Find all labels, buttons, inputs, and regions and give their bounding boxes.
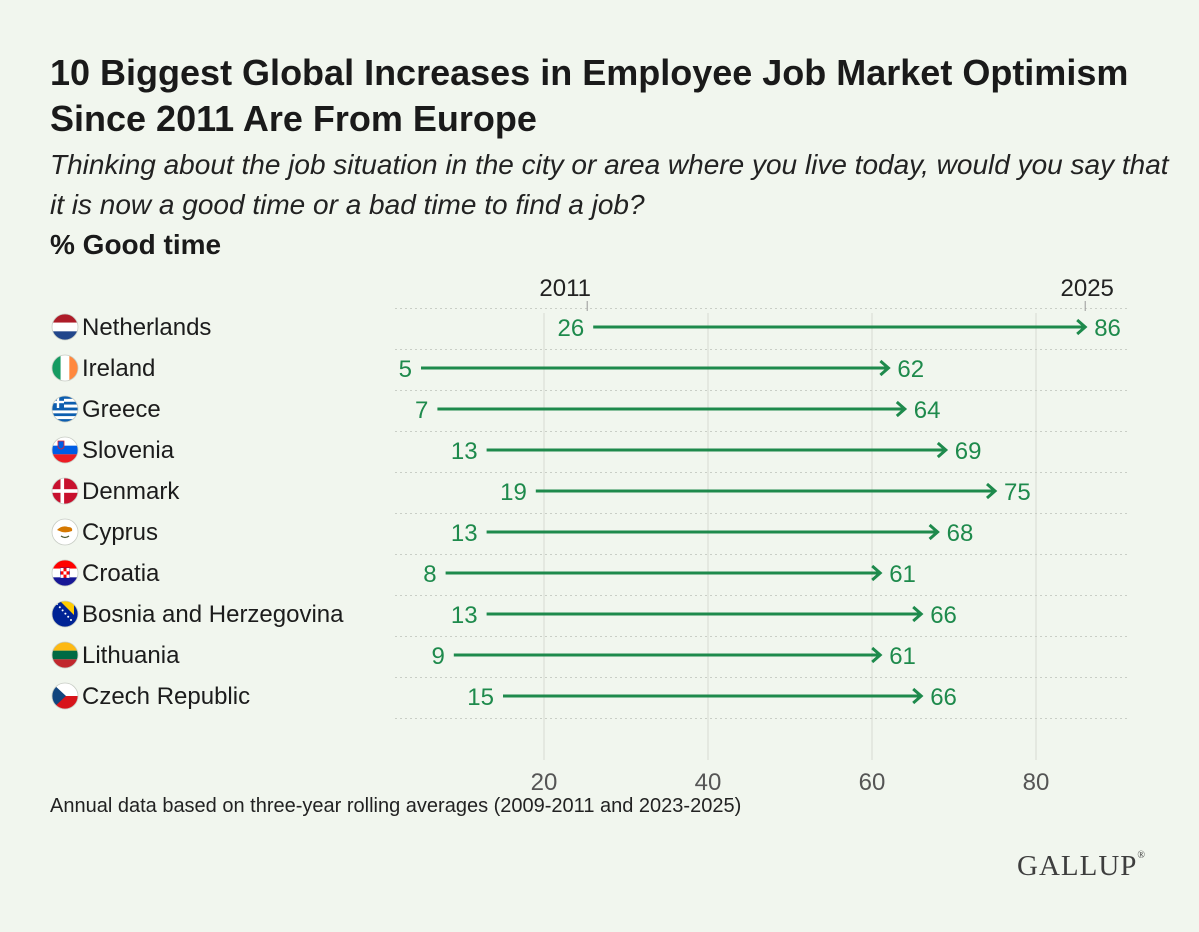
x-tick-label: 40 — [695, 769, 722, 796]
lithuania-flag-icon — [51, 641, 79, 669]
start-value-label: 13 — [451, 602, 478, 629]
start-value-label: 9 — [431, 643, 444, 670]
start-value-label: 26 — [557, 315, 584, 342]
end-value-label: 66 — [930, 684, 957, 711]
row-label: Czech Republic — [82, 683, 250, 710]
netherlands-flag-icon — [51, 313, 79, 341]
arrow-head — [879, 359, 891, 377]
chart-subtitle: Thinking about the job situation in the … — [50, 149, 1169, 220]
slovenia-flag-icon — [51, 436, 79, 464]
chart-title: 10 Biggest Global Increases in Employee … — [50, 52, 1129, 139]
end-value-label: 61 — [889, 643, 916, 670]
row-label: Croatia — [82, 560, 160, 587]
end-value-label: 62 — [897, 356, 924, 383]
row-label: Netherlands — [82, 314, 211, 341]
denmark-flag-icon — [51, 477, 79, 505]
start-year-label: 2011 — [539, 275, 591, 302]
czech-flag-icon — [51, 682, 79, 710]
start-value-label: 13 — [451, 438, 478, 465]
footnote: Annual data based on three-year rolling … — [50, 795, 742, 817]
end-value-label: 75 — [1004, 479, 1031, 506]
metric-label: % Good time — [50, 229, 222, 260]
row-label: Slovenia — [82, 437, 175, 464]
end-value-label: 66 — [930, 602, 957, 629]
arrow-head — [871, 646, 883, 664]
row-label: Lithuania — [82, 642, 180, 669]
arrow-head — [895, 400, 908, 418]
row-label: Bosnia and Herzegovina — [82, 601, 344, 628]
arrow-head — [986, 482, 998, 500]
cyprus-flag-icon — [51, 518, 79, 546]
arrow-head — [1076, 318, 1088, 336]
gallup-logo: GALLUP® — [1017, 850, 1146, 882]
arrow-head — [912, 605, 924, 623]
row-label: Denmark — [82, 478, 180, 505]
row-label: Greece — [82, 396, 161, 423]
greece-flag-icon — [51, 395, 79, 423]
start-value-label: 19 — [500, 479, 527, 506]
end-value-label: 86 — [1094, 315, 1121, 342]
arrow-head — [928, 523, 940, 541]
row-label: Ireland — [82, 355, 155, 382]
end-value-label: 61 — [889, 561, 916, 588]
start-value-label: 15 — [467, 684, 494, 711]
arrow-head — [912, 687, 924, 705]
x-tick-label: 80 — [1023, 769, 1050, 796]
end-value-label: 69 — [955, 438, 982, 465]
end-value-label: 64 — [914, 397, 941, 424]
arrow-head — [871, 564, 883, 582]
start-value-label: 8 — [423, 561, 436, 588]
end-year-label: 2025 — [1061, 275, 1114, 302]
start-value-label: 5 — [399, 356, 412, 383]
x-tick-label: 60 — [859, 769, 886, 796]
bosnia-flag-icon — [51, 600, 79, 628]
x-tick-label: 20 — [531, 769, 558, 796]
brand-text: GALLUP — [1017, 850, 1138, 882]
end-value-label: 68 — [947, 520, 974, 547]
start-value-label: 7 — [415, 397, 428, 424]
arrow-head — [936, 441, 949, 459]
croatia-flag-icon — [51, 559, 79, 587]
start-value-label: 13 — [451, 520, 478, 547]
ireland-flag-icon — [51, 354, 79, 382]
row-label: Cyprus — [82, 519, 158, 546]
